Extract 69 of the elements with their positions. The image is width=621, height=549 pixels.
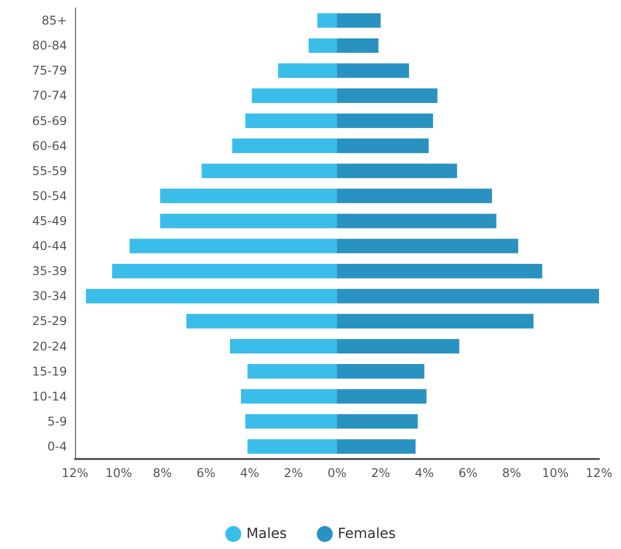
bar bbox=[245, 414, 337, 429]
y-tick-label: 20-24 bbox=[32, 339, 67, 354]
bar bbox=[337, 214, 496, 228]
x-tick-label: 12% bbox=[62, 466, 88, 480]
bar bbox=[308, 38, 337, 53]
bar bbox=[337, 63, 410, 78]
x-tick-label: 10% bbox=[105, 466, 132, 480]
bar bbox=[252, 88, 337, 103]
y-tick-label: 10-14 bbox=[32, 389, 67, 404]
y-tick-label: 85+ bbox=[42, 14, 67, 28]
bar bbox=[337, 364, 424, 379]
bar bbox=[337, 238, 518, 254]
y-tick-label: 50-54 bbox=[32, 188, 67, 203]
x-tick-label: 4% bbox=[414, 466, 434, 480]
bar bbox=[337, 264, 542, 278]
y-tick-label: 75-79 bbox=[32, 64, 67, 78]
bar bbox=[130, 238, 337, 254]
bar bbox=[186, 314, 337, 328]
y-tick-label: 70-74 bbox=[32, 88, 67, 103]
y-tick-label: 15-19 bbox=[32, 364, 67, 378]
bar bbox=[112, 264, 337, 278]
y-tick-label: 30-34 bbox=[32, 289, 67, 304]
bar bbox=[202, 164, 337, 178]
legend-label: Males bbox=[246, 526, 287, 542]
x-tick-label: 8% bbox=[502, 466, 522, 480]
bar bbox=[337, 38, 378, 53]
bar bbox=[337, 88, 438, 103]
bar bbox=[160, 214, 337, 228]
bar bbox=[278, 63, 337, 78]
bar bbox=[337, 188, 492, 204]
bar bbox=[337, 314, 534, 328]
bar bbox=[245, 113, 337, 128]
bar bbox=[230, 338, 337, 354]
y-tick-label: 65-69 bbox=[32, 114, 67, 128]
bar bbox=[337, 164, 458, 178]
bar bbox=[337, 414, 418, 429]
bar bbox=[337, 288, 599, 304]
x-tick-label: 4% bbox=[240, 466, 260, 480]
y-tick-label: 25-29 bbox=[32, 314, 67, 328]
x-tick-label: 6% bbox=[458, 466, 478, 480]
bar bbox=[337, 439, 416, 454]
legend-label: Females bbox=[338, 526, 396, 542]
y-tick-label: 80-84 bbox=[32, 38, 67, 53]
bar bbox=[247, 364, 337, 379]
bar bbox=[240, 389, 337, 404]
bar bbox=[337, 389, 427, 404]
bar bbox=[317, 13, 337, 28]
bar bbox=[232, 138, 337, 154]
bar bbox=[160, 188, 337, 204]
x-tick-label: 10% bbox=[542, 466, 569, 480]
x-tick-label: 2% bbox=[284, 466, 303, 480]
bar bbox=[337, 13, 381, 28]
y-tick-label: 5-9 bbox=[47, 414, 67, 428]
bar bbox=[247, 439, 337, 454]
y-tick-label: 35-39 bbox=[32, 264, 67, 278]
x-tick-label: 6% bbox=[196, 466, 216, 480]
y-tick-label: 40-44 bbox=[32, 239, 67, 254]
y-tick-label: 0-4 bbox=[47, 439, 67, 454]
bar bbox=[86, 288, 337, 304]
x-tick-label: 8% bbox=[152, 466, 172, 480]
y-tick-label: 45-49 bbox=[32, 214, 67, 228]
x-tick-label: 12% bbox=[586, 466, 612, 480]
bar bbox=[337, 138, 429, 154]
x-tick-label: 0% bbox=[327, 466, 347, 480]
y-tick-label: 60-64 bbox=[32, 138, 67, 153]
y-tick-label: 55-59 bbox=[32, 164, 67, 178]
bar bbox=[337, 113, 434, 128]
x-tick-label: 2% bbox=[371, 466, 390, 480]
bar bbox=[337, 338, 460, 354]
